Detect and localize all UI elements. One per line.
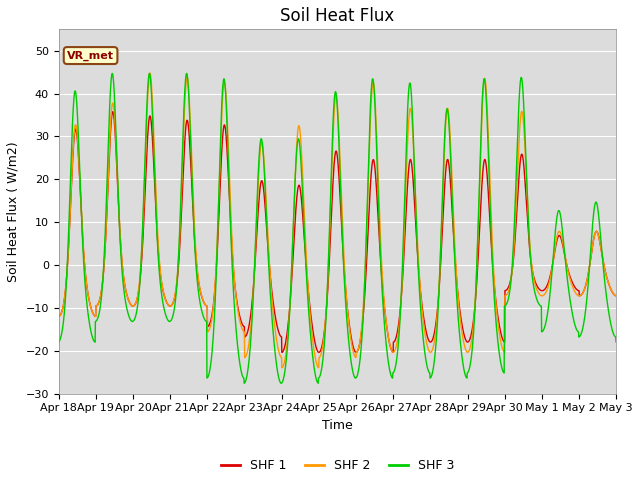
SHF 1	[579, 290, 587, 296]
SHF 3	[579, 324, 587, 330]
SHF 2	[612, 293, 620, 299]
SHF 2	[55, 313, 63, 319]
SHF 2	[500, 349, 508, 355]
Legend: SHF 1, SHF 2, SHF 3: SHF 1, SHF 2, SHF 3	[216, 455, 459, 478]
Line: SHF 2: SHF 2	[59, 73, 616, 368]
SHF 1	[366, 187, 374, 192]
SHF 2	[146, 70, 154, 76]
SHF 3	[108, 71, 116, 76]
SHF 2	[579, 290, 587, 296]
Title: Soil Heat Flux: Soil Heat Flux	[280, 7, 395, 25]
SHF 3	[55, 339, 63, 345]
Text: VR_met: VR_met	[67, 50, 114, 60]
SHF 2	[211, 291, 218, 297]
SHF 2	[564, 265, 572, 271]
SHF 1	[612, 293, 620, 299]
SHF 3	[564, 277, 572, 283]
Y-axis label: Soil Heat Flux ( W/m2): Soil Heat Flux ( W/m2)	[7, 141, 20, 282]
Line: SHF 3: SHF 3	[59, 73, 616, 383]
SHF 1	[500, 339, 508, 345]
SHF 1	[564, 265, 572, 271]
Line: SHF 1: SHF 1	[59, 112, 616, 352]
SHF 1	[211, 292, 218, 298]
SHF 2	[354, 347, 362, 353]
SHF 1	[354, 347, 362, 353]
SHF 3	[612, 339, 620, 345]
SHF 3	[277, 380, 285, 386]
SHF 1	[55, 313, 63, 319]
SHF 3	[354, 370, 362, 376]
SHF 2	[366, 123, 374, 129]
SHF 2	[315, 365, 323, 371]
SHF 1	[109, 109, 116, 115]
SHF 3	[211, 313, 218, 319]
SHF 1	[315, 349, 323, 355]
SHF 3	[500, 370, 508, 376]
X-axis label: Time: Time	[322, 419, 353, 432]
SHF 3	[366, 110, 374, 116]
